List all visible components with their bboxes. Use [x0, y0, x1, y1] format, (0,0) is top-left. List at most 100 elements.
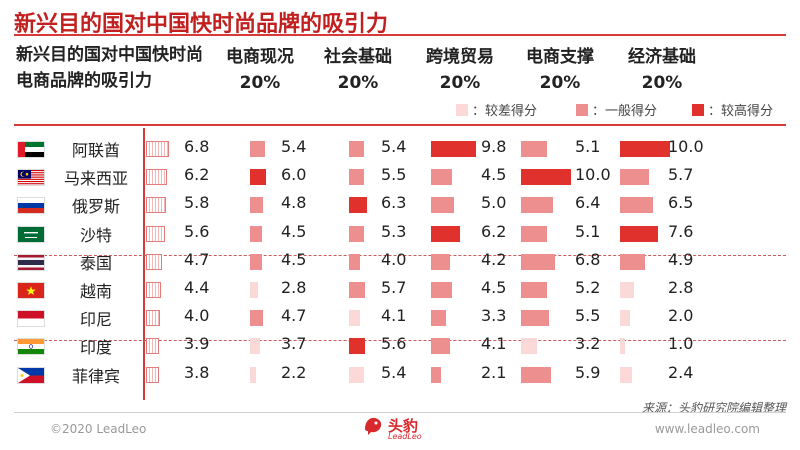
social-foundation-score-value: 5.7	[381, 278, 407, 297]
social-foundation-score-bar	[349, 225, 364, 242]
overall-score-bar	[146, 282, 161, 298]
social-foundation-score-bar	[349, 141, 365, 157]
economic-foundation-score-bar	[620, 225, 658, 242]
economic-foundation-score-value: 10.0	[668, 137, 704, 156]
ecommerce-status-score-value: 4.8	[281, 193, 307, 213]
legend-label-low: ：较差得分	[472, 104, 538, 119]
social-foundation-score-bar	[349, 253, 361, 270]
cross-border-trade-score-value: 4.2	[481, 249, 507, 269]
cross-border-trade-score-value: 2.1	[481, 362, 507, 382]
footer-divider	[14, 412, 786, 413]
ecommerce-support-score-bar	[521, 197, 553, 214]
cross-border-trade-score-bar	[431, 197, 454, 214]
country-name: 菲律宾	[71, 366, 120, 386]
table-row: 印度 3.9 3.7 5.6 4.1 3.2 1.0	[0, 332, 800, 358]
economic-foundation-score-value: 1.0	[668, 334, 694, 354]
ecommerce-support-score-bar	[521, 141, 547, 157]
ecommerce-support-score-value: 5.1	[575, 137, 601, 156]
social-foundation-score-bar	[349, 197, 367, 214]
cross-border-trade-score-bar	[431, 141, 477, 157]
social-foundation-score-bar	[349, 338, 365, 355]
ecommerce-support-score-bar	[521, 282, 547, 298]
ecommerce-support-score-bar	[521, 338, 537, 355]
vietnam-flag-icon	[18, 283, 44, 298]
economic-foundation-score-value: 2.0	[668, 306, 694, 326]
overall-score-bar	[146, 169, 168, 186]
title-divider	[14, 34, 786, 36]
column-weight: 20%	[239, 73, 281, 93]
economic-foundation-score-bar	[620, 169, 649, 186]
ecommerce-status-score-bar	[250, 310, 263, 327]
ecommerce-support-score-bar	[521, 225, 547, 242]
table-row: 俄罗斯 5.8 4.8 6.3 5.0 6.4 6.5	[0, 191, 800, 217]
india-flag-icon	[18, 339, 44, 355]
legend-low: ：较差得分	[456, 100, 537, 119]
group-divider-2	[14, 340, 786, 341]
cross-border-trade-score-bar	[431, 338, 450, 355]
indonesia-flag-icon	[18, 311, 44, 327]
social-foundation-score-bar	[349, 366, 365, 383]
overall-score-bar	[146, 225, 166, 242]
table-row: 沙特 5.6 4.5 5.3 6.2 5.1 7.6	[0, 220, 800, 246]
legend-swatch-mid	[576, 103, 588, 116]
legend-high: ：较高得分	[692, 100, 773, 119]
cross-border-trade-score-value: 4.5	[481, 278, 507, 297]
column-name: 电商现况	[226, 47, 294, 67]
country-name: 印度	[79, 338, 112, 358]
overall-score-value: 3.9	[184, 334, 210, 354]
social-foundation-score-value: 6.3	[381, 193, 407, 213]
source-note: 来源：头豹研究院编辑整理	[641, 401, 786, 415]
overall-score-value: 6.8	[184, 137, 210, 156]
overall-score-value: 4.4	[184, 278, 210, 297]
overall-score-bar	[146, 338, 160, 355]
overall-score-bar	[146, 141, 170, 157]
country-name: 马来西亚	[63, 169, 128, 189]
column-header-ecommerce-status: 电商现况 20%	[210, 44, 310, 96]
header-divider	[14, 124, 786, 126]
column-name: 社会基础	[324, 47, 392, 67]
ecommerce-support-score-value: 3.2	[575, 334, 601, 354]
ecommerce-support-score-value: 5.5	[575, 306, 601, 326]
cross-border-trade-score-value: 4.1	[481, 334, 507, 354]
economic-foundation-score-value: 5.7	[668, 165, 694, 185]
ecommerce-status-score-value: 6.0	[281, 165, 307, 185]
legend-swatch-low	[456, 103, 468, 116]
overall-score-bar	[146, 197, 166, 214]
cross-border-trade-score-value: 9.8	[481, 137, 507, 156]
overall-score-bar	[146, 366, 159, 383]
ecommerce-support-score-bar	[521, 366, 551, 383]
uae-flag-icon	[18, 142, 44, 157]
ecommerce-support-score-bar	[521, 253, 555, 270]
economic-foundation-score-bar	[620, 197, 653, 214]
economic-foundation-score-bar	[620, 310, 630, 327]
social-foundation-score-value: 4.1	[381, 306, 407, 326]
overall-score-value: 6.2	[184, 165, 210, 185]
column-name: 跨境贸易	[426, 47, 494, 67]
cross-border-trade-score-value: 6.2	[481, 221, 507, 241]
social-foundation-score-value: 5.4	[381, 137, 407, 156]
overall-score-value: 4.0	[184, 306, 210, 326]
overall-score-bar	[146, 253, 162, 270]
cross-border-trade-score-bar	[431, 225, 460, 242]
malaysia-flag-icon	[18, 170, 44, 186]
cross-border-trade-score-bar	[431, 282, 452, 298]
ecommerce-status-score-bar	[250, 282, 258, 298]
ecommerce-status-score-value: 4.7	[281, 306, 307, 326]
saudi-flag-icon	[18, 226, 44, 242]
cross-border-trade-score-value: 3.3	[481, 306, 507, 326]
cross-border-trade-score-bar	[431, 366, 441, 383]
legend-label-high: ：较高得分	[708, 104, 774, 119]
country-name: 俄罗斯	[71, 197, 120, 217]
ecommerce-status-score-value: 2.8	[281, 278, 307, 297]
corner-header: 新兴目的国对中国快时尚电商品牌的吸引力	[16, 45, 203, 91]
table-row: 阿联酋 6.8 5.4 5.4 9.8 5.1 10.0	[0, 135, 800, 161]
economic-foundation-score-value: 2.8	[668, 278, 694, 297]
social-foundation-score-value: 4.0	[381, 249, 407, 269]
cross-border-trade-score-bar	[431, 253, 451, 270]
ecommerce-support-score-value: 5.1	[575, 221, 601, 241]
thailand-flag-icon	[18, 254, 44, 270]
overall-score-value: 4.7	[184, 249, 210, 269]
russia-flag-icon	[18, 198, 44, 214]
country-name: 越南	[79, 282, 112, 301]
cross-border-trade-score-value: 4.5	[481, 165, 507, 185]
